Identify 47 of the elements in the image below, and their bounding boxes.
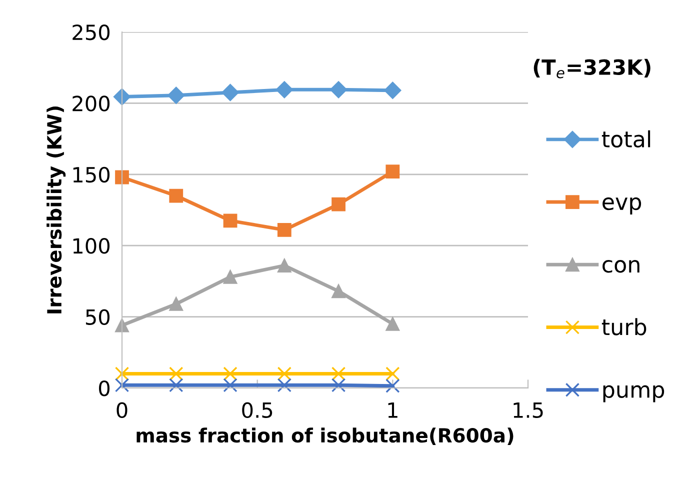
point: [222, 84, 239, 102]
point: [332, 197, 346, 212]
x-tick-label: 1.5: [514, 402, 543, 418]
point: [386, 316, 400, 331]
legend-label: con: [602, 260, 640, 273]
x-tick-label: 0.5: [242, 402, 272, 418]
point: [277, 366, 292, 381]
point: [168, 86, 185, 104]
x-tick-label: 0: [116, 402, 128, 418]
legend-label: evp: [602, 197, 642, 214]
point: [277, 222, 292, 237]
x-tick-label: 1: [388, 402, 398, 418]
point: [169, 378, 184, 392]
point: [386, 366, 400, 381]
point: [114, 366, 130, 381]
point: [113, 88, 131, 106]
y-tick-label: 100: [73, 238, 110, 254]
x-axis-title: mass fraction of isobutane(R600a): [136, 428, 514, 445]
point: [223, 214, 238, 228]
point: [223, 366, 238, 381]
point: [223, 270, 238, 284]
point: [169, 297, 184, 311]
point: [384, 82, 402, 99]
point: [223, 378, 238, 392]
point: [332, 284, 346, 298]
y-tick-label: 0: [99, 380, 110, 396]
point: [277, 378, 292, 392]
point: [331, 366, 346, 381]
point: [115, 318, 129, 332]
point: [331, 378, 346, 392]
y-tick-label: 150: [73, 166, 110, 183]
point: [386, 164, 400, 178]
y-tick-label: 200: [72, 96, 110, 112]
y-tick-label: 250: [72, 24, 110, 40]
legend-label: turb: [602, 318, 646, 336]
legend-label: pump: [603, 385, 664, 402]
point: [386, 378, 400, 393]
point: [330, 81, 348, 98]
text: (T$_{e}$=323K): [534, 58, 650, 78]
y-tick-label: 50: [86, 309, 110, 326]
point: [277, 258, 292, 272]
point: [169, 366, 184, 381]
y-axis-title: Irreversibility (KW): [46, 106, 66, 314]
point: [169, 188, 184, 203]
point: [276, 81, 293, 98]
legend-label: total: [602, 130, 650, 148]
point: [115, 170, 129, 184]
